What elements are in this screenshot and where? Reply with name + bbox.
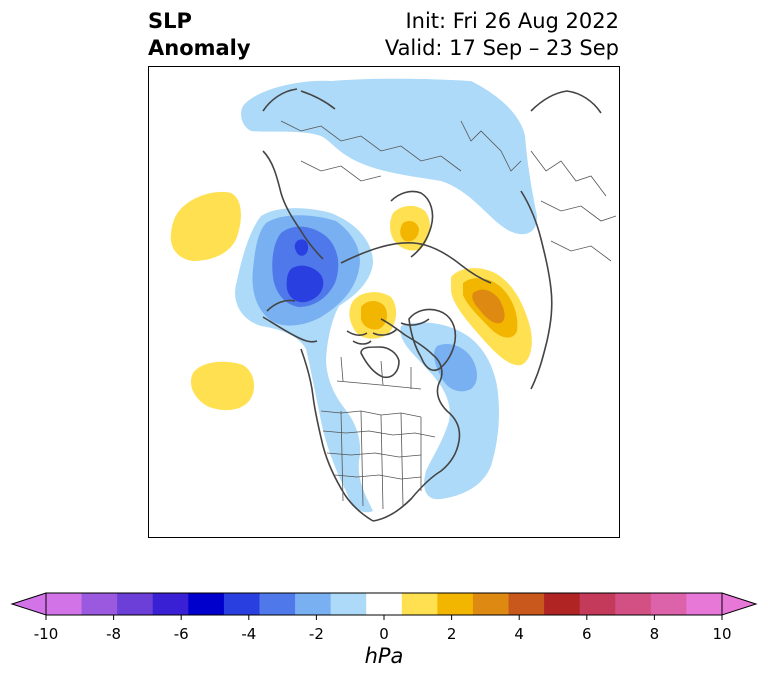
colorbar-segment <box>615 593 652 615</box>
colorbar-tick-label: 6 <box>582 625 592 643</box>
colorbar-segment <box>686 593 723 615</box>
forecast-dates: Init: Fri 26 Aug 2022 Valid: 17 Sep – 23… <box>385 8 619 62</box>
colorbar-tick-label: -6 <box>174 625 189 643</box>
barents-kara-high-core <box>472 289 505 324</box>
baltic-high-core <box>400 221 419 242</box>
colorbar-segment <box>259 593 296 615</box>
valid-range: Valid: 17 Sep – 23 Sep <box>384 36 619 60</box>
colorbar-tick-label: 4 <box>514 625 524 643</box>
colorbar-segment <box>188 593 225 615</box>
colorbar-tick-label: -2 <box>309 625 324 643</box>
eastern-pacific-high-region <box>170 191 241 261</box>
colorbar-segment <box>508 593 545 615</box>
colorbar-extend-high <box>721 592 758 616</box>
colorbar-tick-label: 10 <box>712 625 731 643</box>
colorbar-segment <box>330 593 367 615</box>
colorbar-units-label: hPa <box>364 644 404 668</box>
colorbar-tick-label: 8 <box>650 625 660 643</box>
colorbar-segment <box>437 593 474 615</box>
colorbar-segment <box>81 593 118 615</box>
coastline-alaska <box>262 299 318 343</box>
colorbar-tick-label: 0 <box>379 625 389 643</box>
arctic-high-core <box>361 301 387 330</box>
north-pacific-low-core <box>286 265 324 303</box>
coastline-asia-east <box>262 88 336 112</box>
anomaly-layer-gold <box>361 221 518 338</box>
colorbar-segment <box>401 593 438 615</box>
coastline-western-europe <box>520 190 553 390</box>
coastline-north-america-west <box>300 348 374 522</box>
coastline-siberia-pacific <box>262 150 324 260</box>
colorbar: -10 -8 -6 -4 -2 0 2 4 6 8 10 <box>10 592 758 643</box>
coastline-scandinavia <box>390 190 434 258</box>
colorbar-tick-label: 2 <box>447 625 457 643</box>
colorbar-segment <box>544 593 581 615</box>
coastline-hudson-bay <box>360 346 400 379</box>
state-borders <box>320 356 436 510</box>
colorbar-segment <box>366 593 403 615</box>
siberia-low-region <box>241 78 537 235</box>
title-line-2: Anomaly <box>148 36 251 60</box>
colorbar-segment <box>295 593 332 615</box>
colorbar-segment <box>223 593 260 615</box>
geography-layer <box>262 88 602 522</box>
colorbar-segment <box>650 593 687 615</box>
colorbar-segment <box>472 593 510 615</box>
anomaly-layer-blue <box>272 226 339 307</box>
coastline-mediterranean <box>530 90 602 114</box>
colorbar-segment <box>117 593 154 615</box>
country-borders <box>280 120 617 262</box>
north-atlantic-low-core <box>434 344 477 392</box>
title-line-1: SLP <box>148 9 192 33</box>
coastline-greenland <box>408 308 457 372</box>
colorbar-tick-label: -10 <box>34 625 59 643</box>
map-title: SLP Anomaly <box>148 8 251 62</box>
colorbar-segment <box>152 593 189 615</box>
north-pacific-low-secondary <box>294 239 309 256</box>
init-date: Init: Fri 26 Aug 2022 <box>405 9 619 33</box>
map-panel <box>148 66 620 538</box>
colorbar-extend-low <box>10 592 47 616</box>
border-layer <box>280 120 617 510</box>
anomaly-map <box>170 78 617 522</box>
colorbar-tick-label: -8 <box>106 625 121 643</box>
subtropical-pacific-high-region <box>190 361 255 411</box>
colorbar-segments <box>46 593 723 615</box>
coastline-canadian-archipelago <box>346 318 430 345</box>
colorbar-segment <box>46 593 83 615</box>
coastline-eurasia-arctic <box>340 242 492 284</box>
colorbar-ticks: -10 -8 -6 -4 -2 0 2 4 6 8 10 <box>34 615 732 643</box>
colorbar-tick-label: -4 <box>241 625 256 643</box>
colorbar-segment <box>579 593 616 615</box>
